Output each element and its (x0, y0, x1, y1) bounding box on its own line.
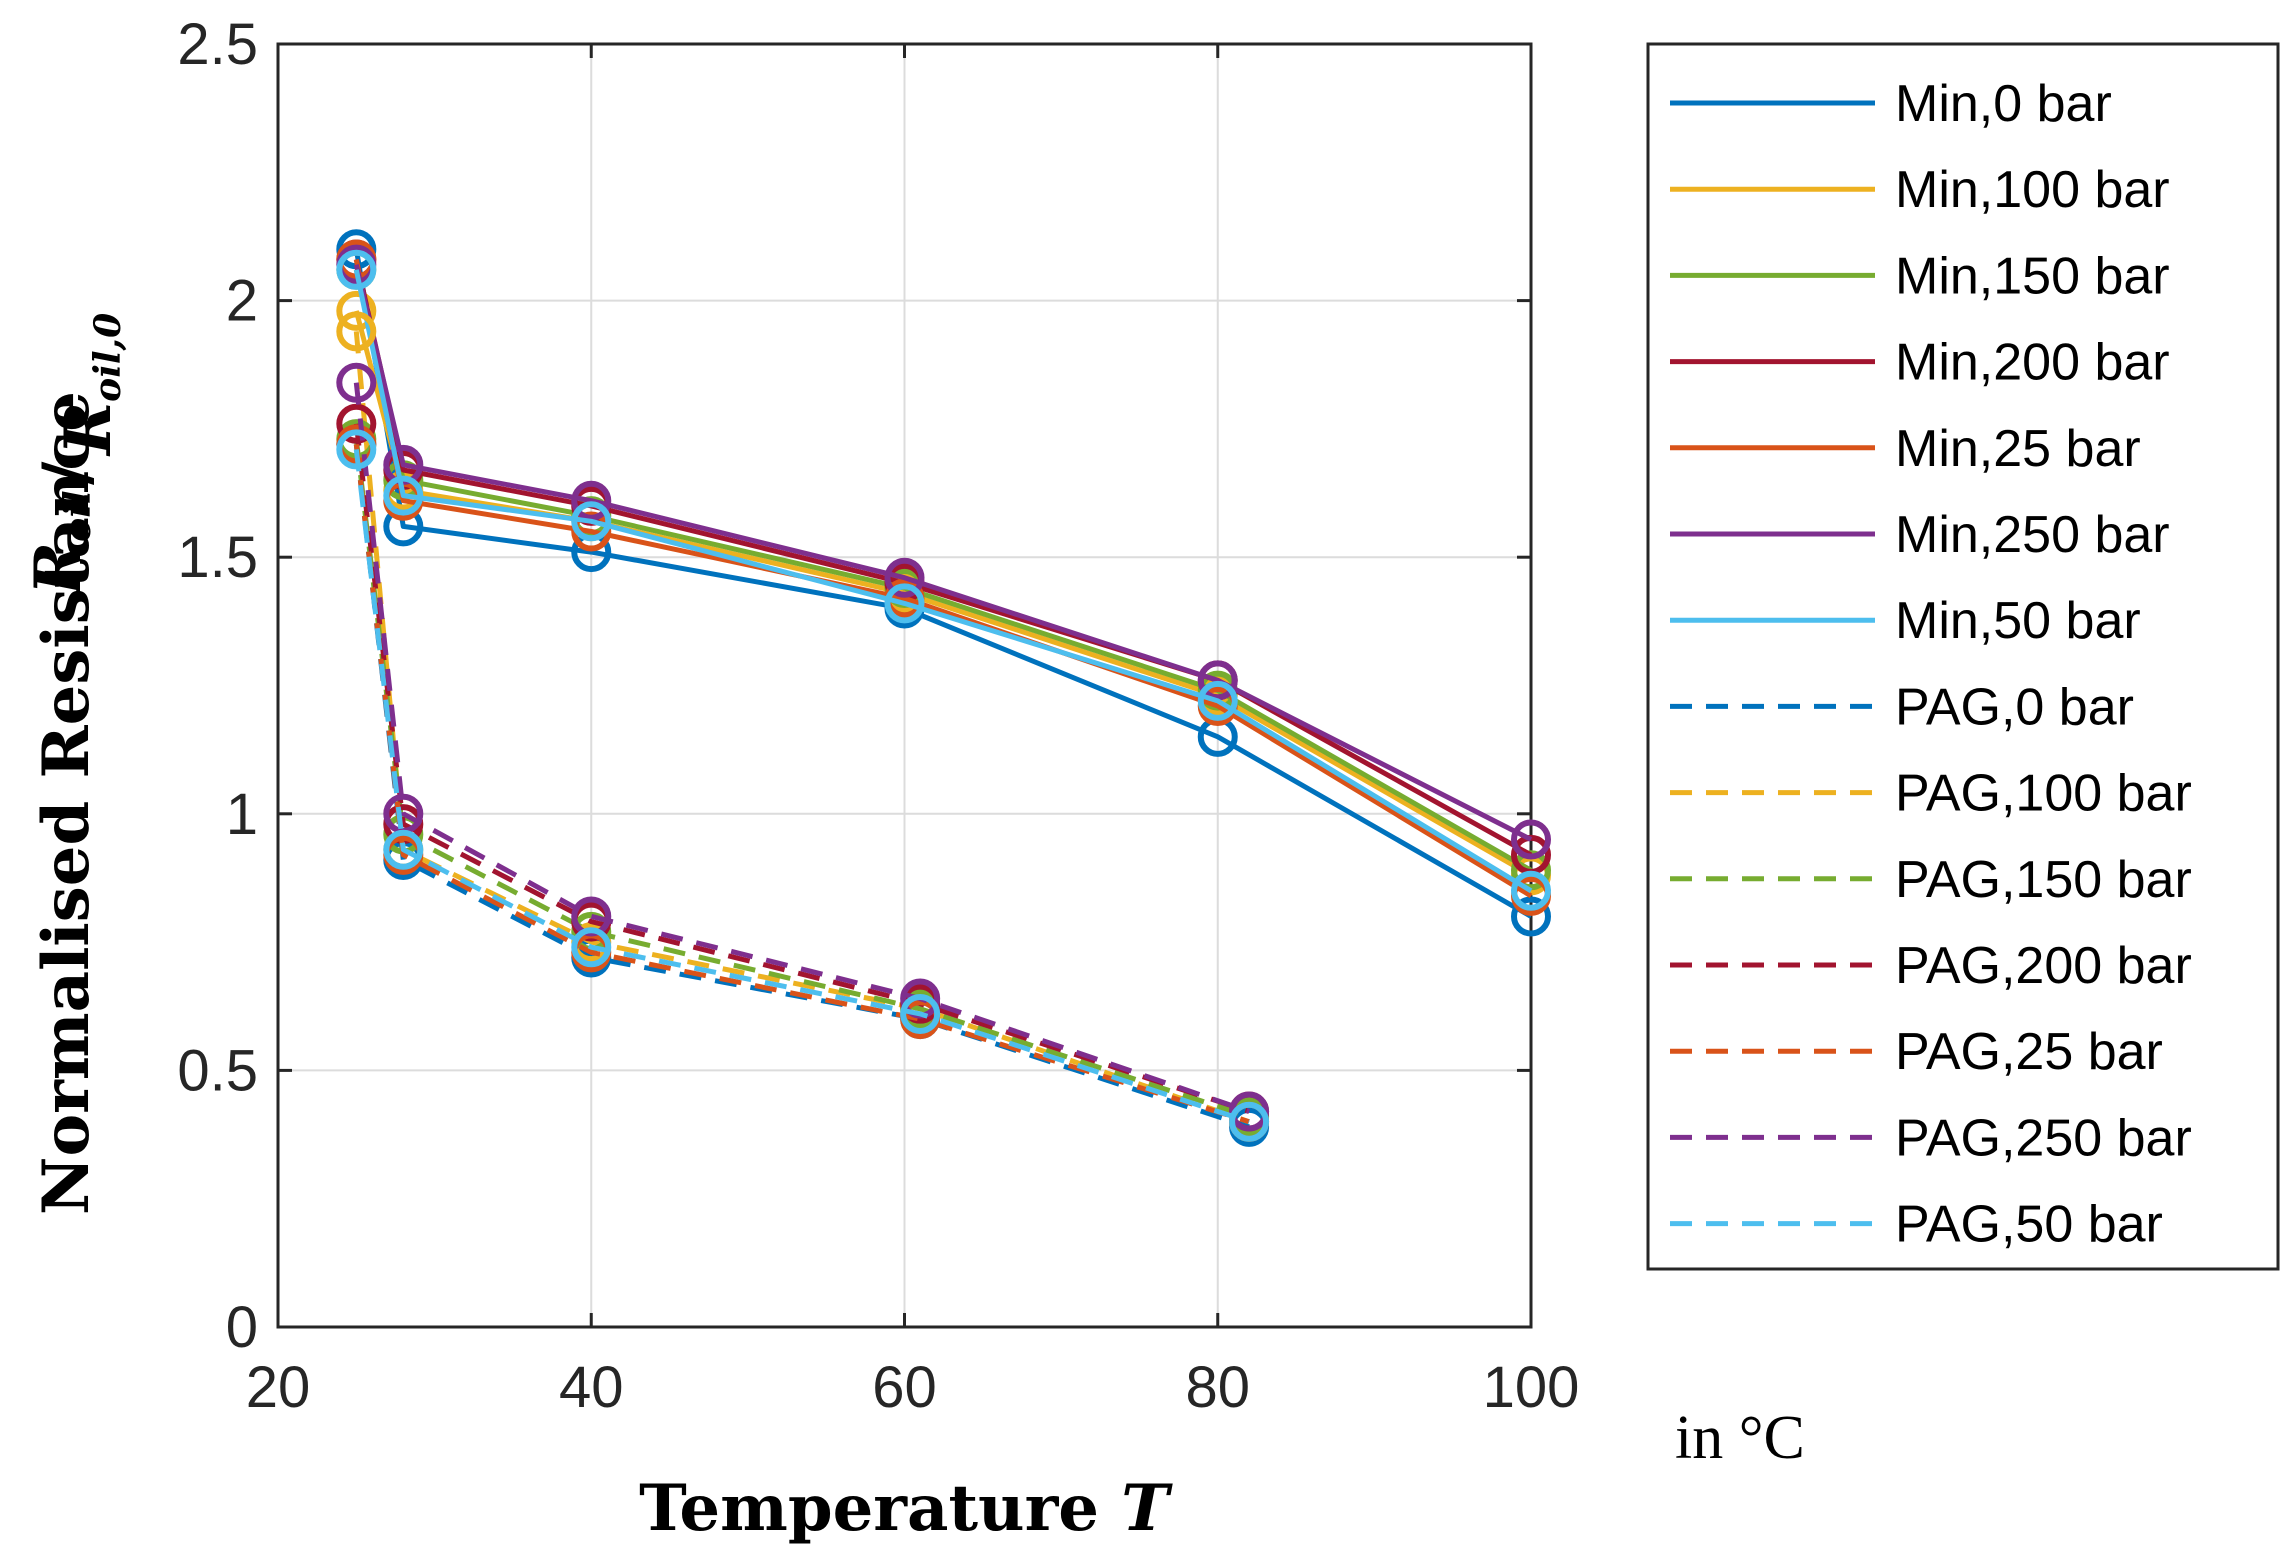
data-point (336, 290, 377, 331)
svg-text:Roil,0: Roil,0 (51, 313, 129, 457)
data-point (336, 311, 377, 352)
series-line (353, 269, 1533, 893)
data-point (571, 927, 612, 968)
legend-item-min-0-bar: Min,0 bar (1670, 75, 2112, 133)
y-axis-denominator-sub: oil,0 (87, 313, 129, 402)
x-axis-label: Temperature (639, 1471, 1099, 1546)
data-point (900, 993, 941, 1034)
data-point (1511, 819, 1551, 860)
x-tick-label: 100 (1483, 1355, 1580, 1420)
legend-label: PAG,150 bar (1895, 851, 2192, 909)
y-axis-denominator: R (51, 402, 126, 457)
legend-label: Min,25 bar (1895, 420, 2141, 478)
data-point (571, 480, 612, 521)
x-axis-variable: T (1121, 1471, 1173, 1546)
legend-item-pag-25-bar: PAG,25 bar (1670, 1023, 2163, 1081)
y-axis-numerator: R (21, 542, 96, 597)
legend-item-min-25-bar: Min,25 bar (1670, 420, 2141, 478)
legend-label: PAG,25 bar (1895, 1023, 2163, 1081)
series-line (353, 382, 1250, 1114)
x-tick-label: 60 (872, 1355, 937, 1420)
data-point (383, 444, 424, 485)
x-axis-unit: in °C (1675, 1404, 1805, 1472)
data-point (336, 249, 377, 290)
data-point (383, 829, 424, 870)
legend-item-pag-50-bar: PAG,50 bar (1670, 1196, 2163, 1254)
series-min-50-bar (336, 249, 1551, 911)
series-line (353, 264, 1533, 842)
x-tick-label: 40 (559, 1355, 624, 1420)
legend-label: Min,0 bar (1895, 75, 2112, 133)
data-point (884, 583, 925, 624)
legend-label: Min,150 bar (1895, 247, 2170, 305)
legend-label: PAG,250 bar (1895, 1109, 2192, 1167)
y-tick-label: 0.5 (177, 1038, 258, 1103)
legend-item-min-250-bar: Min,250 bar (1670, 506, 2170, 564)
y-tick-label: 2 (226, 269, 258, 334)
data-point (1511, 896, 1551, 937)
data-point (336, 403, 377, 444)
legend-box (1646, 42, 2280, 1271)
data-point (1511, 870, 1551, 911)
x-tick-label: 20 (246, 1355, 311, 1420)
legend-item-pag-250-bar: PAG,250 bar (1670, 1109, 2192, 1167)
legend-item-pag-150-bar: PAG,150 bar (1670, 851, 2192, 909)
svg-text:Normalised Resistance: Normalised Resistance (29, 391, 104, 1215)
legend-label: PAG,100 bar (1895, 765, 2192, 823)
data-point (1229, 1101, 1270, 1142)
legend-label: Min,50 bar (1895, 592, 2141, 650)
x-axis-title: Temperature T (639, 1471, 1173, 1546)
legend-label: PAG,200 bar (1895, 937, 2192, 995)
legend-label: PAG,50 bar (1895, 1196, 2163, 1254)
legend-label: Min,200 bar (1895, 334, 2170, 392)
data-point (336, 362, 377, 403)
series-line (353, 331, 1250, 1125)
legend-item-pag-0-bar: PAG,0 bar (1670, 678, 2134, 736)
series-layer (336, 229, 1551, 1147)
y-tick-label: 2.5 (177, 12, 258, 77)
y-axis-label: Normalised Resistance (29, 391, 104, 1215)
data-point (571, 501, 612, 542)
data-point (383, 475, 424, 516)
legend-label: Min,100 bar (1895, 161, 2170, 219)
y-tick-label: 1.5 (177, 525, 258, 590)
series-pag-50-bar (336, 429, 1270, 1142)
y-axis-numerator-sub: oil (57, 490, 99, 541)
data-point (884, 557, 925, 598)
series-line (353, 449, 1250, 1125)
axis-ticks: 20 40 60 80 100 0 0.5 1 1.5 2 2.5 (177, 12, 1579, 1420)
legend-label: Min,250 bar (1895, 506, 2170, 564)
data-point (1197, 680, 1238, 721)
legend-item-min-50-bar: Min,50 bar (1670, 592, 2141, 650)
series-line (353, 444, 1250, 1125)
y-tick-label: 1 (226, 782, 258, 847)
legend-item-min-100-bar: Min,100 bar (1670, 161, 2170, 219)
legend-item-pag-100-bar: PAG,100 bar (1670, 765, 2192, 823)
data-point (1197, 660, 1238, 701)
y-axis-title: Normalised Resistance Roil / Roil,0 (21, 313, 129, 1215)
y-tick-label: 0 (226, 1295, 258, 1360)
y-axis-fraction-slash: / (29, 461, 104, 485)
legend: Min,0 bar Min,100 bar Min,150 bar Min,200 b… (1670, 75, 2192, 1254)
legend-item-min-200-bar: Min,200 bar (1670, 334, 2170, 392)
legend-label: PAG,0 bar (1895, 678, 2134, 736)
legend-item-pag-200-bar: PAG,200 bar (1670, 937, 2192, 995)
data-point (336, 429, 377, 470)
legend-item-min-150-bar: Min,150 bar (1670, 247, 2170, 305)
data-point (571, 896, 612, 937)
x-tick-label: 80 (1185, 1355, 1250, 1420)
svg-text:Roil: Roil (21, 490, 99, 597)
